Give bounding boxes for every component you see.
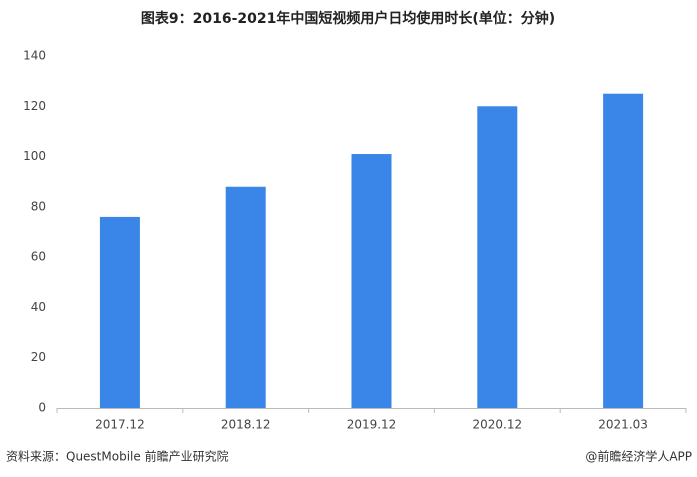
x-tick-label: 2020.12: [472, 418, 522, 432]
y-tick-label: 100: [23, 149, 46, 163]
y-tick-label: 60: [31, 250, 46, 264]
y-tick-label: 40: [31, 300, 46, 314]
x-tick-label: 2018.12: [221, 418, 271, 432]
x-tick-label: 2021.03: [598, 418, 648, 432]
y-tick-label: 20: [31, 350, 46, 364]
y-tick-label: 80: [31, 199, 46, 213]
bar: [99, 216, 140, 408]
source: 资料来源：QuestMobile 前瞻产业研究院: [6, 449, 229, 464]
bar: [477, 106, 518, 409]
x-tick-label: 2019.12: [347, 418, 397, 432]
chart-title: 图表9：2016-2021年中国短视频用户日均使用时长(单位：分钟): [141, 10, 555, 27]
bar: [225, 186, 266, 408]
y-tick-label: 120: [23, 99, 46, 113]
bar: [351, 154, 392, 408]
credit: @前瞻经济学人APP: [585, 449, 692, 464]
y-tick-label: 140: [23, 49, 46, 63]
y-tick-label: 0: [38, 401, 46, 415]
x-tick-label: 2017.12: [95, 418, 145, 432]
bar: [603, 93, 644, 408]
